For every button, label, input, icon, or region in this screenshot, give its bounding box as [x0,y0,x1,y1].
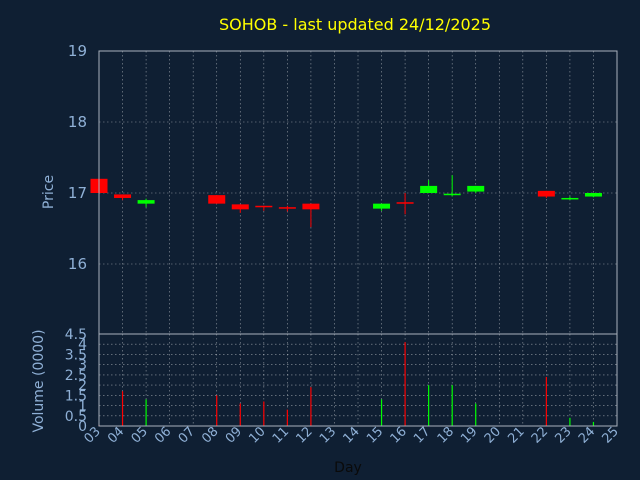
candle-body [231,204,249,210]
candle [114,194,132,201]
candle-body [537,190,555,197]
candle-body [467,185,485,192]
candle-body [420,185,438,193]
price-tick-label: 19 [68,42,87,60]
volume-axis-label: Volume (0000) [31,329,47,432]
candle-body [278,207,296,209]
volume-tick-label: 3 [78,358,87,374]
candle [278,205,296,212]
volume-plot-frame [98,333,618,427]
candle-body [208,195,226,204]
candle [537,190,555,198]
price-tick-label: 18 [68,113,87,131]
candle [420,180,438,193]
candle [443,175,461,197]
candle-body [114,194,132,198]
chart-title: SOHOB - last updated 24/12/2025 [219,15,491,34]
volume-tick-label: 0.5 [65,409,87,425]
price-tick-label: 16 [68,255,87,273]
candle [373,203,391,211]
volume-tick-label: 0 [78,419,87,435]
candle [561,196,579,201]
price-tick-label: 17 [68,184,87,202]
price-y-ticks: 16 17 18 19 [68,42,87,273]
price-axis-label: Price [41,175,57,209]
volume-tick-label: 4.5 [65,327,87,343]
candle [208,195,226,204]
candle-body [302,203,320,210]
candle-body [396,202,414,204]
candle [467,185,485,193]
candle [137,198,155,208]
candle [302,203,320,228]
volume-tick-label: 3.5 [65,347,87,363]
volume-tick-label: 1.5 [65,388,87,404]
candle-body [137,200,155,204]
candle [255,205,273,211]
day-axis-label: Day [334,460,362,476]
volume-y-ticks: 00.511.522.533.544.5 [65,327,87,435]
volume-tick-label: 2 [78,378,87,394]
volume-tick-label: 1 [78,399,87,415]
candle [584,193,602,198]
volume-tick-label: 2.5 [65,368,87,384]
day-x-ticks: 03 04 05 06 07 08 09 10 11 12 13 14 15 16 17 18 19 20 21 22… [82,424,622,446]
candle-body [255,205,273,208]
candle [231,204,249,213]
candle [396,193,414,215]
candle-body [373,203,391,209]
candle-body [561,197,579,200]
volume-tick-label: 4 [78,337,87,353]
candle-body [584,193,602,197]
candle-body [443,193,461,196]
